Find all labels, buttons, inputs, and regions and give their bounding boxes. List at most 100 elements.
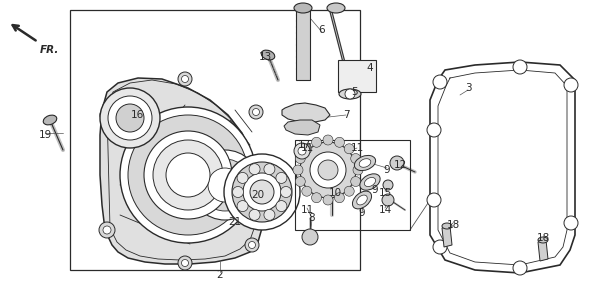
Ellipse shape <box>538 237 548 243</box>
Circle shape <box>276 172 287 183</box>
Polygon shape <box>100 78 262 264</box>
Text: 12: 12 <box>394 160 407 170</box>
Circle shape <box>433 75 447 89</box>
Circle shape <box>293 165 303 175</box>
Circle shape <box>100 88 160 148</box>
Text: 20: 20 <box>251 190 264 200</box>
Text: 19: 19 <box>38 130 52 140</box>
Circle shape <box>208 168 242 202</box>
Text: 7: 7 <box>343 110 349 120</box>
Circle shape <box>249 105 263 119</box>
Ellipse shape <box>357 195 367 205</box>
Circle shape <box>335 137 345 147</box>
Circle shape <box>182 76 188 82</box>
Circle shape <box>350 176 360 187</box>
Text: 11: 11 <box>300 143 314 153</box>
Circle shape <box>276 200 287 212</box>
Ellipse shape <box>327 3 345 13</box>
Circle shape <box>302 144 312 154</box>
Circle shape <box>120 107 256 243</box>
Ellipse shape <box>359 159 371 167</box>
Text: 16: 16 <box>130 110 143 120</box>
Circle shape <box>564 78 578 92</box>
Circle shape <box>382 194 394 206</box>
Text: 9: 9 <box>372 185 378 195</box>
Circle shape <box>312 193 322 203</box>
Text: 17: 17 <box>297 140 310 150</box>
Circle shape <box>345 89 355 99</box>
Ellipse shape <box>339 89 361 99</box>
Text: FR.: FR. <box>40 45 60 55</box>
Text: 13: 13 <box>258 52 271 62</box>
Circle shape <box>178 256 192 270</box>
Circle shape <box>427 123 441 137</box>
Circle shape <box>253 108 260 116</box>
Circle shape <box>312 137 322 147</box>
Polygon shape <box>282 103 330 122</box>
Circle shape <box>199 159 251 211</box>
Ellipse shape <box>355 155 376 171</box>
Polygon shape <box>296 5 310 80</box>
Circle shape <box>104 111 112 119</box>
Circle shape <box>264 209 275 220</box>
Circle shape <box>295 154 305 163</box>
Circle shape <box>250 180 274 204</box>
Circle shape <box>144 131 232 219</box>
Ellipse shape <box>352 191 372 209</box>
Circle shape <box>300 142 356 198</box>
Circle shape <box>232 187 244 197</box>
Text: 2: 2 <box>217 270 223 280</box>
Circle shape <box>513 261 527 275</box>
Text: 21: 21 <box>228 217 242 227</box>
Circle shape <box>224 154 300 230</box>
Circle shape <box>108 96 152 140</box>
Circle shape <box>323 195 333 205</box>
Polygon shape <box>538 240 548 261</box>
Circle shape <box>232 162 292 222</box>
Circle shape <box>178 72 192 86</box>
Circle shape <box>302 229 318 245</box>
Circle shape <box>427 193 441 207</box>
Circle shape <box>298 147 306 155</box>
Circle shape <box>344 186 354 196</box>
Polygon shape <box>442 226 452 247</box>
Circle shape <box>128 115 248 235</box>
Circle shape <box>249 164 260 175</box>
Circle shape <box>248 241 255 249</box>
Ellipse shape <box>365 177 376 187</box>
Text: 11: 11 <box>350 143 363 153</box>
Circle shape <box>243 173 281 211</box>
Text: 15: 15 <box>378 188 392 198</box>
Circle shape <box>280 187 291 197</box>
Circle shape <box>295 176 305 187</box>
Circle shape <box>390 156 404 170</box>
Text: 6: 6 <box>319 25 325 35</box>
Text: 18: 18 <box>536 233 550 243</box>
Ellipse shape <box>442 223 452 229</box>
Circle shape <box>153 140 223 210</box>
Text: 4: 4 <box>367 63 373 73</box>
Circle shape <box>344 144 354 154</box>
Circle shape <box>310 152 346 188</box>
Circle shape <box>116 104 144 132</box>
Ellipse shape <box>360 174 380 190</box>
Circle shape <box>294 143 310 159</box>
Bar <box>338 60 376 92</box>
Circle shape <box>245 238 259 252</box>
Circle shape <box>318 160 338 180</box>
Circle shape <box>100 107 116 123</box>
Text: 8: 8 <box>309 213 315 223</box>
Circle shape <box>249 209 260 220</box>
Circle shape <box>323 135 333 145</box>
Circle shape <box>237 200 248 212</box>
Circle shape <box>182 259 188 266</box>
Circle shape <box>237 172 248 183</box>
Bar <box>70 10 360 270</box>
Circle shape <box>433 240 447 254</box>
Circle shape <box>99 222 115 238</box>
Ellipse shape <box>294 3 312 13</box>
Bar <box>295 140 410 230</box>
Text: 3: 3 <box>465 83 471 93</box>
Ellipse shape <box>261 50 275 60</box>
Circle shape <box>302 186 312 196</box>
